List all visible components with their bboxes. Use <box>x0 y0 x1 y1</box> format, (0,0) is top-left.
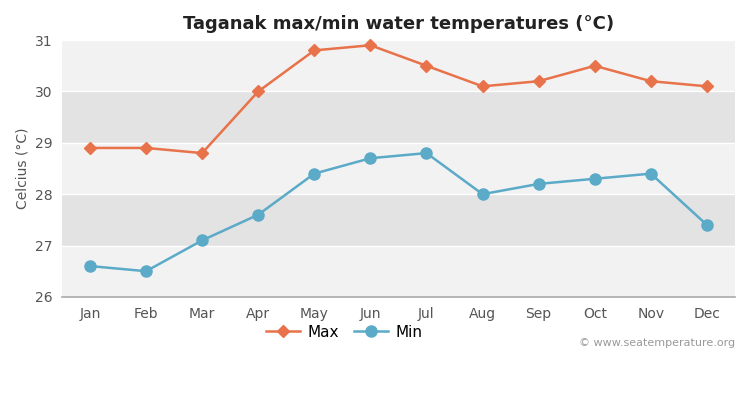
Bar <box>62 40 735 92</box>
Bar <box>62 246 735 297</box>
Y-axis label: Celcius (°C): Celcius (°C) <box>15 128 29 209</box>
Bar <box>62 92 735 143</box>
Legend: Max, Min: Max, Min <box>260 318 429 346</box>
Title: Taganak max/min water temperatures (°C): Taganak max/min water temperatures (°C) <box>183 15 614 33</box>
Text: © www.seatemperature.org: © www.seatemperature.org <box>579 338 735 348</box>
Bar <box>62 194 735 246</box>
Bar <box>62 143 735 194</box>
